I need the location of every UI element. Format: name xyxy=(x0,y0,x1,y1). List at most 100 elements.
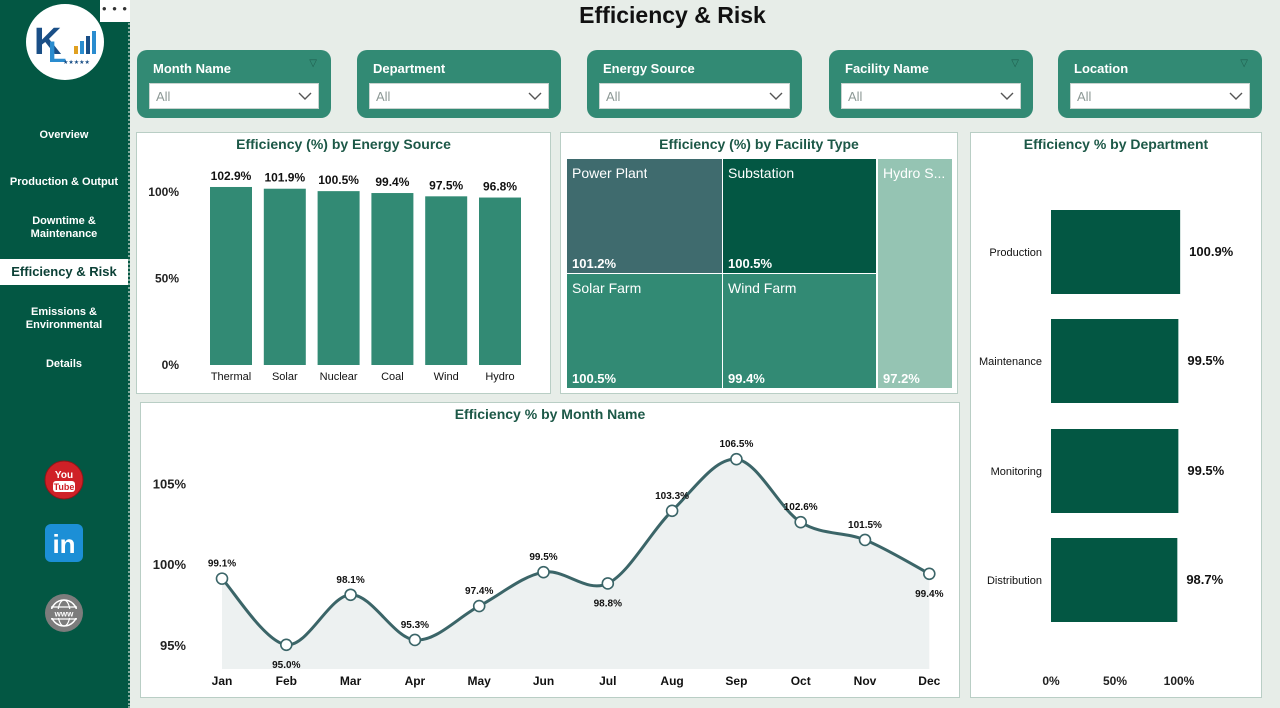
data-label: 102.9% xyxy=(211,169,252,183)
data-point xyxy=(281,639,292,650)
facility-type-chart-title: Efficiency (%) by Facility Type xyxy=(561,136,957,152)
sidebar: K L ★★★★★ • • • Overview Production & Ou… xyxy=(0,0,130,708)
slicer-location: Location ▽ All xyxy=(1058,50,1262,118)
more-options-button[interactable]: • • • xyxy=(100,0,130,22)
area-fill xyxy=(222,459,929,669)
chevron-down-icon xyxy=(1229,89,1243,103)
nav-details[interactable]: Details xyxy=(0,358,128,371)
linkedin-icon[interactable]: in xyxy=(44,523,84,563)
x-tick-label: Aug xyxy=(660,674,683,688)
data-point xyxy=(731,454,742,465)
nav-emissions-environmental[interactable]: Emissions & Environmental xyxy=(0,306,128,332)
y-tick-label: 50% xyxy=(155,272,179,286)
slicer-facility-name: Facility Name ▽ All xyxy=(829,50,1033,118)
data-point xyxy=(795,517,806,528)
treemap-cell-solar-farm[interactable]: Solar Farm 100.5% xyxy=(567,274,722,388)
energy-source-chart: 100% 50% 0% 102.9% Thermal 101.9% Solar 100.5% N… xyxy=(137,133,552,395)
bar xyxy=(1051,319,1178,403)
nav-overview[interactable]: Overview xyxy=(0,129,128,142)
treemap-value: 100.5% xyxy=(728,256,772,271)
data-label: 103.3% xyxy=(655,491,689,502)
nav-overview-label: Overview xyxy=(40,129,89,141)
data-label: 97.5% xyxy=(429,178,463,192)
data-label: 99.5% xyxy=(1187,463,1224,478)
data-label: 100.5% xyxy=(318,173,359,187)
globe-icon[interactable]: www xyxy=(44,593,84,633)
company-logo[interactable]: K L ★★★★★ xyxy=(26,4,104,80)
treemap-value: 100.5% xyxy=(572,371,616,386)
x-tick-label: Wind xyxy=(434,371,459,383)
nav-emissions-label-line1: Emissions & xyxy=(0,306,128,319)
chevron-down-icon xyxy=(769,89,783,103)
bar xyxy=(425,196,467,365)
nav-production-output[interactable]: Production & Output xyxy=(0,176,128,189)
nav-downtime-label-line2: Maintenance xyxy=(0,228,128,241)
y-tick-label: 105% xyxy=(153,476,187,491)
x-tick-label: Coal xyxy=(381,371,404,383)
slicer-location-dropdown[interactable]: All xyxy=(1070,83,1250,109)
data-label: 99.5% xyxy=(529,552,557,563)
slicer-month-name-dropdown[interactable]: All xyxy=(149,83,319,109)
chevron-down-icon[interactable]: ▽ xyxy=(309,58,317,69)
nav-efficiency-risk[interactable]: Efficiency & Risk xyxy=(0,259,128,285)
youtube-icon[interactable]: You Tube xyxy=(44,460,84,500)
x-tick-label: Sep xyxy=(725,674,747,688)
slicer-month-name-label: Month Name xyxy=(153,61,231,76)
slicer-month-name: Month Name ▽ All xyxy=(137,50,331,118)
x-tick-label: Oct xyxy=(791,674,811,688)
treemap-label: Wind Farm xyxy=(728,280,796,296)
slicer-location-label: Location xyxy=(1074,61,1128,76)
chevron-down-icon xyxy=(1000,89,1014,103)
x-tick-label: 50% xyxy=(1103,674,1127,688)
slicer-energy-source-dropdown[interactable]: All xyxy=(599,83,790,109)
treemap-value: 97.2% xyxy=(883,371,920,386)
chevron-down-icon[interactable]: ▽ xyxy=(1011,58,1019,69)
slicer-department-dropdown[interactable]: All xyxy=(369,83,549,109)
department-panel: Efficiency % by Department 0% 50% 100% Prod… xyxy=(970,132,1262,698)
slicer-energy-source-value: All xyxy=(606,89,620,104)
chevron-down-icon[interactable]: ▽ xyxy=(1240,58,1248,69)
y-tick-label: Monitoring xyxy=(991,466,1042,478)
data-point xyxy=(538,567,549,578)
slicer-facility-name-label: Facility Name xyxy=(845,61,929,76)
treemap-label: Hydro S... xyxy=(883,165,953,181)
data-label: 98.7% xyxy=(1186,572,1223,587)
data-point xyxy=(602,578,613,589)
data-point xyxy=(924,568,935,579)
nav-downtime-maintenance[interactable]: Downtime & Maintenance xyxy=(0,215,128,241)
chevron-down-icon xyxy=(528,89,542,103)
bar xyxy=(210,187,252,365)
y-tick-label: Production xyxy=(989,247,1042,259)
y-tick-label: 100% xyxy=(148,185,179,199)
x-tick-label: Nuclear xyxy=(320,371,358,383)
data-point xyxy=(860,534,871,545)
x-tick-label: Nov xyxy=(854,674,877,688)
treemap-cell-wind-farm[interactable]: Wind Farm 99.4% xyxy=(723,274,876,388)
slicer-energy-source-label: Energy Source xyxy=(603,61,695,76)
slicer-energy-source: Energy Source All xyxy=(587,50,802,118)
bar xyxy=(1051,429,1178,513)
slicer-facility-name-dropdown[interactable]: All xyxy=(841,83,1021,109)
x-tick-label: Jul xyxy=(599,674,616,688)
y-tick-label: Distribution xyxy=(987,575,1042,587)
treemap-cell-hydro-station[interactable]: Hydro S... 97.2% xyxy=(878,159,952,388)
treemap-cell-power-plant[interactable]: Power Plant 101.2% xyxy=(567,159,722,273)
department-chart: 0% 50% 100% Production 100.9% Maintenance 99.5… xyxy=(971,133,1263,699)
youtube-icon-text-2: Tube xyxy=(54,482,75,492)
nav-details-label: Details xyxy=(46,358,82,370)
x-tick-label: Dec xyxy=(918,674,940,688)
x-tick-label: Mar xyxy=(340,674,362,688)
x-tick-label: 0% xyxy=(1042,674,1060,688)
treemap-cell-substation[interactable]: Substation 100.5% xyxy=(723,159,876,273)
data-label: 98.1% xyxy=(336,575,364,586)
data-label: 99.1% xyxy=(208,559,236,570)
data-label: 98.8% xyxy=(594,598,622,609)
bar xyxy=(1051,538,1177,622)
x-tick-label: May xyxy=(468,674,492,688)
data-label: 101.9% xyxy=(264,171,305,185)
treemap-label: Substation xyxy=(728,165,794,181)
globe-icon-text: www xyxy=(54,610,74,619)
y-tick-label: 100% xyxy=(153,557,187,572)
energy-source-panel: Efficiency (%) by Energy Source 100% 50% 0… xyxy=(136,132,551,394)
x-tick-label: Apr xyxy=(405,674,426,688)
